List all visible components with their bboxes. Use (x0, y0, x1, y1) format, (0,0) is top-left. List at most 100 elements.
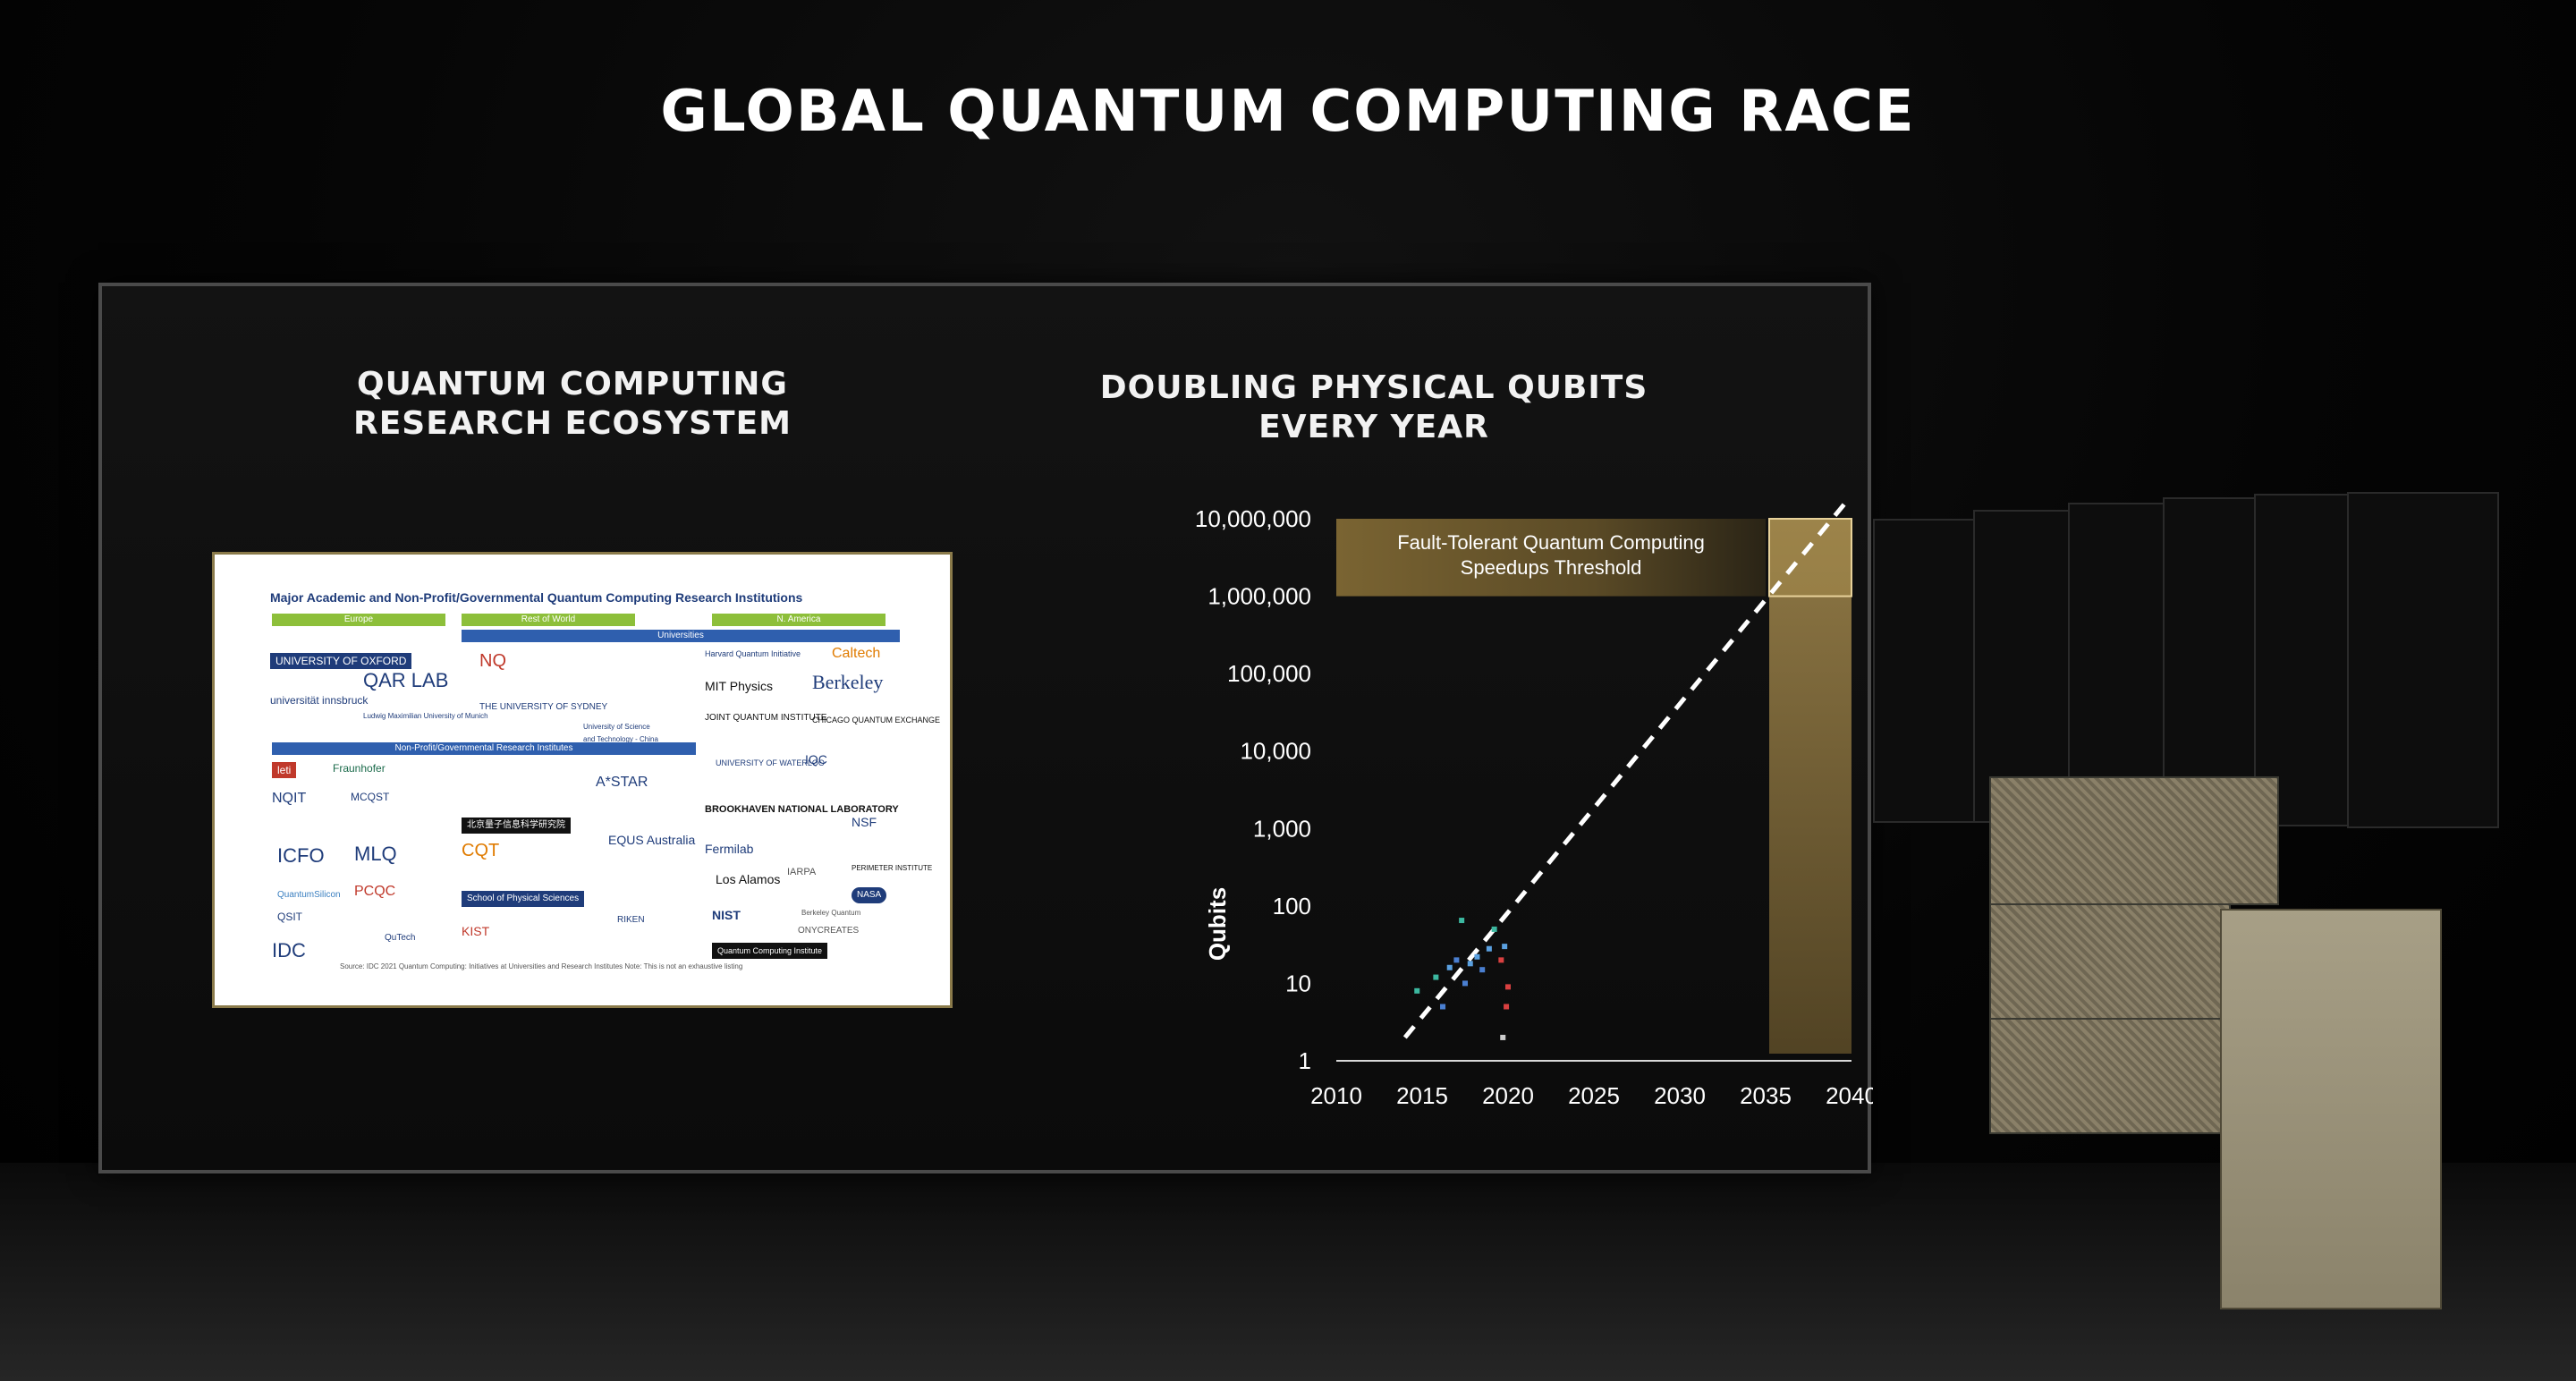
inst-pcqc: PCQC (354, 884, 396, 899)
inst-cqt: CQT (462, 841, 500, 860)
data-point (1491, 926, 1497, 932)
x-tick-label: 2020 (1482, 1082, 1534, 1109)
inst-berkeley: Berkeley (812, 671, 884, 693)
inst-baqis: 北京量子信息科学研究院 (462, 818, 571, 834)
server-rack-5 (2254, 494, 2349, 826)
data-point (1467, 961, 1473, 967)
inst-harvard: Harvard Quantum Initiative (705, 649, 801, 658)
inst-nist: NIST (712, 908, 741, 922)
inst-fraunhofer: Fraunhofer (333, 762, 386, 775)
server-rack-4 (2163, 497, 2256, 825)
slide-title: GLOBAL QUANTUM COMPUTING RACE (660, 79, 1916, 145)
x-tick-label: 2035 (1740, 1082, 1792, 1109)
threshold-band-horizontal (1336, 519, 1766, 597)
inst-quantum-silicon: QuantumSilicon (277, 890, 341, 900)
inst-mcqst: MCQST (351, 791, 390, 803)
server-rack-6 (2347, 492, 2499, 828)
inst-equs: EQUS Australia (608, 833, 696, 847)
data-point (1440, 1004, 1446, 1010)
data-point (1498, 957, 1504, 963)
inst-mit-physics: MIT Physics (705, 679, 773, 693)
inst-nsf: NSF (852, 815, 877, 829)
inst-fermilab: Fermilab (705, 842, 754, 856)
inst-nq: NQ (479, 651, 506, 671)
inst-onycreates: ONYCREATES (798, 926, 860, 936)
y-tick-label: 1,000 (1253, 815, 1311, 842)
chart-title-line1: DOUBLING PHYSICAL QUBITS (1099, 369, 1648, 406)
inst-jqi: JOINT QUANTUM INSTITUTE (705, 713, 827, 723)
inst-riken: RIKEN (617, 915, 645, 925)
y-tick-label: 1 (1299, 1047, 1311, 1074)
threshold-band-vertical (1769, 519, 1852, 1054)
data-point (1505, 984, 1511, 990)
inst-icfo: ICFO (277, 844, 325, 867)
qubits-chart: Fault-Tolerant Quantum ComputingSpeedups… (1195, 501, 1873, 1109)
inst-waterloo: UNIVERSITY OF WATERLOO (716, 758, 825, 767)
inst-lmu: Ludwig Maximilian University of Munich (363, 712, 488, 720)
y-tick-label: 10 (1285, 970, 1311, 996)
inst-qci: Quantum Computing Institute (712, 943, 828, 959)
y-tick-label: 100 (1273, 893, 1311, 919)
x-tick-label: 2010 (1310, 1082, 1362, 1109)
ecosystem-infographic: Major Academic and Non-Profit/Government… (215, 555, 950, 1005)
data-point (1414, 987, 1420, 994)
inst-iarpa: IARPA (787, 867, 817, 877)
inst-innsbruck: universität innsbruck (270, 694, 369, 707)
inst-brookhaven: BROOKHAVEN NATIONAL LABORATORY (705, 804, 899, 815)
inst-school-physical-sciences: School of Physical Sciences (462, 891, 585, 907)
ecosystem-panel-title: QUANTUM COMPUTING RESEARCH ECOSYSTEM (304, 365, 841, 444)
data-point (1446, 964, 1453, 970)
inst-sydney: THE UNIVERSITY OF SYDNEY (479, 702, 608, 712)
inst-mlq: MLQ (354, 843, 397, 865)
data-point (1502, 944, 1508, 950)
data-point (1433, 974, 1439, 980)
inst-idc: IDC (272, 939, 306, 962)
y-tick-label: 10,000,000 (1195, 505, 1311, 532)
server-rack-1 (1873, 519, 1975, 823)
nonprofit-bar: Non-Profit/Governmental Research Institu… (272, 742, 696, 755)
data-point (1453, 957, 1460, 963)
ecosystem-title-line2: RESEARCH ECOSYSTEM (352, 405, 792, 442)
inst-ustc: University of Science and Technology - C… (583, 723, 658, 743)
inst-astar: A*STAR (596, 775, 648, 790)
chart-panel-title: DOUBLING PHYSICAL QUBITS EVERY YEAR (1007, 369, 1741, 447)
x-tick-label: 2015 (1396, 1082, 1448, 1109)
presentation-screen: QUANTUM COMPUTING RESEARCH ECOSYSTEM DOU… (98, 283, 1873, 1173)
stage-floor (0, 1163, 2576, 1381)
inst-berkeley-quantum: Berkeley Quantum (801, 909, 861, 917)
inst-kist: KIST (462, 924, 490, 938)
y-axis-label: Qubits (1204, 887, 1231, 961)
x-tick-label: 2025 (1568, 1082, 1620, 1109)
inst-chicago: CHICAGO QUANTUM EXCHANGE (812, 716, 941, 724)
region-rest-of-world: Rest of World (462, 614, 635, 626)
y-tick-label: 100,000 (1227, 660, 1311, 687)
inst-nasa: NASA (852, 887, 887, 903)
x-tick-label: 2030 (1654, 1082, 1706, 1109)
trend-line (1402, 501, 1851, 1039)
y-tick-label: 10,000 (1240, 738, 1311, 765)
data-point (1500, 1034, 1506, 1040)
y-tick-label: 1,000,000 (1208, 583, 1311, 610)
inst-caltech: Caltech (832, 646, 881, 661)
universities-bar: Universities (462, 630, 900, 642)
ecosystem-heading: Major Academic and Non-Profit/Government… (270, 590, 803, 605)
inst-qutech: QuTech (385, 933, 416, 943)
threshold-intersection-box (1768, 518, 1852, 597)
data-point (1474, 953, 1480, 960)
data-point (1479, 967, 1486, 973)
x-tick-label: 2040 (1826, 1082, 1873, 1109)
inst-qsit: QSIT (277, 911, 303, 923)
ecosystem-title-line1: QUANTUM COMPUTING (357, 366, 788, 402)
inst-nqit: NQIT (272, 791, 307, 806)
data-point (1462, 980, 1468, 987)
inst-oxford: UNIVERSITY OF OXFORD (270, 653, 412, 669)
threshold-label-line2: Speedups Threshold (1461, 556, 1642, 579)
dgx-system-middle (1989, 903, 2231, 1020)
inst-leti: leti (272, 762, 297, 778)
server-rack-2 (1973, 510, 2070, 823)
dgx-system-bottom (1989, 1018, 2231, 1134)
data-point (1486, 945, 1492, 952)
ecosystem-source: Source: IDC 2021 Quantum Computing: Init… (340, 962, 743, 970)
threshold-label-line1: Fault-Tolerant Quantum Computing (1397, 531, 1705, 554)
region-north-america: N. America (712, 614, 886, 626)
